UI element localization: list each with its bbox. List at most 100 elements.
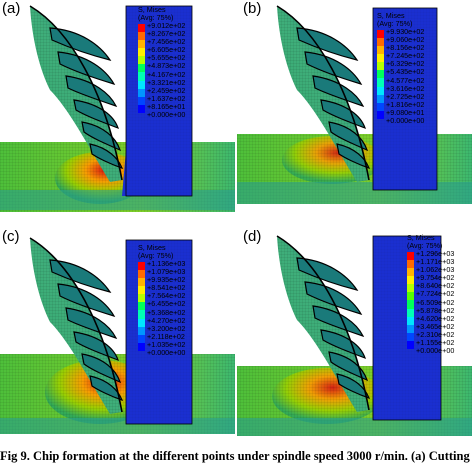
legend-swatch	[377, 86, 384, 95]
simulation-figure-c	[0, 228, 235, 448]
legend-values: +1.136e+03 +1.079e+03 +9.935e+02 +8.541e+02…	[147, 259, 186, 357]
legend-value: +9.935e+02	[147, 275, 186, 285]
legend-swatch	[407, 276, 414, 285]
stress-legend: S, Mises (Avg: 75%) +9.930e+02 +9.060e+02…	[377, 11, 424, 125]
legend-swatch	[407, 316, 414, 325]
legend-value: +9.080e+01	[386, 107, 425, 117]
legend-value: +6.329e+02	[386, 59, 425, 69]
legend-swatch	[138, 278, 145, 287]
legend-value: +4.873e+02	[147, 61, 186, 71]
legend-value: +3.616e+02	[386, 83, 425, 93]
legend-swatch	[138, 326, 145, 335]
legend-swatch	[138, 64, 145, 73]
legend-value: +1.171e+03	[416, 257, 455, 267]
legend-value: +9.012e+02	[147, 21, 186, 30]
legend-title: S, Mises	[407, 233, 435, 242]
legend-value: +1.816e+02	[386, 99, 425, 109]
legend-value: +5.435e+02	[386, 67, 425, 77]
legend-swatch	[138, 286, 145, 295]
legend-value: +7.245e+02	[386, 51, 425, 61]
legend-average: (Avg: 75%)	[138, 251, 174, 261]
panel-d: (d) S, Mises (Avg: 75%) +1.296e+03 +1.171…	[237, 228, 472, 448]
legend-value: +1.296e+03	[416, 249, 455, 258]
legend-value: +3.200e+02	[147, 323, 186, 333]
legend-swatch	[138, 270, 145, 279]
legend-swatch	[138, 310, 145, 319]
legend-value: +7.456e+02	[147, 37, 186, 47]
legend-title: S, Mises	[138, 243, 166, 252]
legend-swatch	[407, 324, 414, 333]
legend-value: +0.000e+00	[386, 116, 425, 126]
legend-value: +2.310e+02	[416, 329, 455, 339]
legend-value: +0.000e+00	[147, 110, 186, 120]
legend-value: +7.724e+02	[416, 289, 455, 299]
legend-swatch	[377, 38, 384, 47]
legend-swatch	[407, 308, 414, 317]
legend-average: (Avg: 75%)	[138, 13, 174, 23]
legend-color-bar	[138, 262, 145, 351]
legend-value: +6.509e+02	[416, 297, 455, 307]
legend-value: +1.062e+03	[416, 265, 455, 275]
legend-swatch	[138, 24, 145, 33]
stress-legend: S, Mises (Avg: 75%) +1.296e+03 +1.171e+03…	[407, 233, 454, 355]
legend-swatch	[377, 54, 384, 63]
legend-value: +1.155e+02	[416, 338, 455, 348]
legend-color-bar	[138, 24, 145, 113]
legend-swatch	[138, 96, 145, 105]
legend-value: +9.754e+02	[416, 273, 455, 283]
legend-swatch	[138, 32, 145, 41]
legend-value: +1.637e+02	[147, 93, 186, 103]
legend-value: +6.455e+02	[147, 299, 186, 309]
panel-label: (c)	[2, 228, 20, 245]
simulation-figure-a	[0, 0, 235, 220]
legend-swatch	[138, 294, 145, 303]
legend-swatch	[377, 94, 384, 103]
legend-value: +2.725e+02	[386, 91, 425, 101]
legend-swatch	[407, 260, 414, 269]
legend-value: +4.270e+02	[147, 315, 186, 325]
panel-label: (b)	[243, 0, 262, 17]
legend-swatch	[138, 318, 145, 327]
stress-legend: S, Mises (Avg: 75%) +9.012e+02 +8.267e+02…	[138, 5, 185, 119]
legend-value: +6.605e+02	[147, 45, 186, 55]
panel-a: (a) S, Mises (Avg: 75%) +9.012e+02 +8.267…	[0, 0, 235, 220]
legend-swatch	[138, 56, 145, 65]
legend-value: +2.118e+02	[147, 331, 185, 341]
legend-value: +1.035e+02	[147, 339, 186, 349]
legend-value: +8.165e+01	[147, 101, 186, 111]
legend-swatch	[407, 332, 414, 341]
legend-swatch	[138, 334, 145, 343]
legend-color-bar	[407, 252, 414, 349]
legend-value: +4.167e+02	[147, 69, 186, 79]
legend-value: +1.136e+03	[147, 259, 186, 268]
legend-value: +9.060e+02	[386, 35, 425, 45]
legend-values: +1.296e+03 +1.171e+03 +1.062e+03 +9.754e+02…	[416, 249, 455, 356]
panel-label: (a)	[2, 0, 21, 17]
simulation-figure-b	[237, 0, 472, 220]
legend-swatch	[407, 292, 414, 301]
legend-swatch	[138, 40, 145, 49]
legend-title: S, Mises	[377, 11, 405, 20]
legend-swatch	[138, 302, 145, 311]
stress-legend: S, Mises (Avg: 75%) +1.136e+03 +1.079e+03…	[138, 243, 185, 357]
legend-color-bar	[377, 30, 384, 119]
legend-value: +0.000e+00	[416, 346, 455, 356]
legend-values: +9.930e+02 +9.060e+02 +8.156e+02 +7.245e+02…	[386, 27, 425, 126]
legend-swatch	[138, 262, 145, 271]
legend-swatch	[138, 72, 145, 81]
legend-swatch	[138, 342, 145, 351]
legend-swatch	[407, 340, 414, 349]
legend-value: +4.620e+02	[416, 313, 455, 323]
legend-average: (Avg: 75%)	[377, 19, 413, 29]
legend-swatch	[138, 104, 145, 113]
legend-value: +8.156e+02	[386, 43, 425, 53]
legend-value: +3.321e+02	[147, 77, 186, 87]
legend-value: +8.640e+02	[416, 281, 455, 291]
legend-swatch	[377, 102, 384, 111]
legend-swatch	[377, 30, 384, 39]
panel-b: (b) S, Mises (Avg: 75%) +9.930e+02 +9.060…	[237, 0, 472, 220]
legend-value: +3.465e+02	[416, 321, 455, 331]
legend-swatch	[407, 252, 414, 261]
legend-value: +7.564e+02	[147, 291, 186, 301]
legend-swatch	[377, 70, 384, 79]
